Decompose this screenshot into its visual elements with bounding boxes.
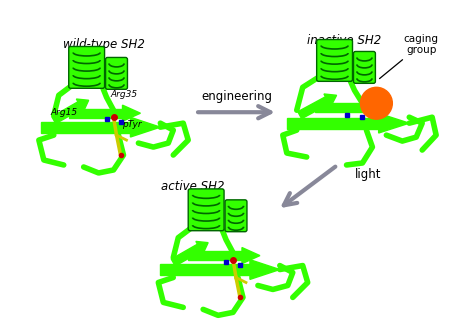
Polygon shape <box>196 241 208 254</box>
Polygon shape <box>298 97 329 119</box>
Polygon shape <box>52 102 82 124</box>
Polygon shape <box>160 264 250 275</box>
Text: Arg15: Arg15 <box>51 108 78 117</box>
Polygon shape <box>379 113 409 133</box>
Polygon shape <box>41 122 130 133</box>
Polygon shape <box>76 99 89 111</box>
Polygon shape <box>171 244 201 266</box>
FancyBboxPatch shape <box>317 40 353 81</box>
Polygon shape <box>242 248 260 264</box>
Text: caging
group: caging group <box>380 33 439 79</box>
Text: Arg35: Arg35 <box>110 90 137 99</box>
FancyBboxPatch shape <box>354 51 375 83</box>
Text: wild-type SH2: wild-type SH2 <box>63 37 145 50</box>
Polygon shape <box>315 103 371 112</box>
Polygon shape <box>122 105 140 121</box>
Polygon shape <box>250 260 280 280</box>
Text: light: light <box>355 168 381 181</box>
FancyBboxPatch shape <box>188 189 224 231</box>
Polygon shape <box>324 94 337 107</box>
Text: active SH2: active SH2 <box>162 180 225 193</box>
Text: pTyr: pTyr <box>122 120 142 129</box>
Text: inactive SH2: inactive SH2 <box>308 33 382 46</box>
FancyBboxPatch shape <box>106 58 128 89</box>
Polygon shape <box>130 117 160 137</box>
Polygon shape <box>371 99 389 115</box>
Text: engineering: engineering <box>201 90 273 103</box>
Polygon shape <box>69 109 122 118</box>
FancyBboxPatch shape <box>69 46 105 88</box>
Polygon shape <box>287 118 379 129</box>
Polygon shape <box>188 251 242 260</box>
FancyBboxPatch shape <box>225 200 247 232</box>
Circle shape <box>360 87 392 119</box>
